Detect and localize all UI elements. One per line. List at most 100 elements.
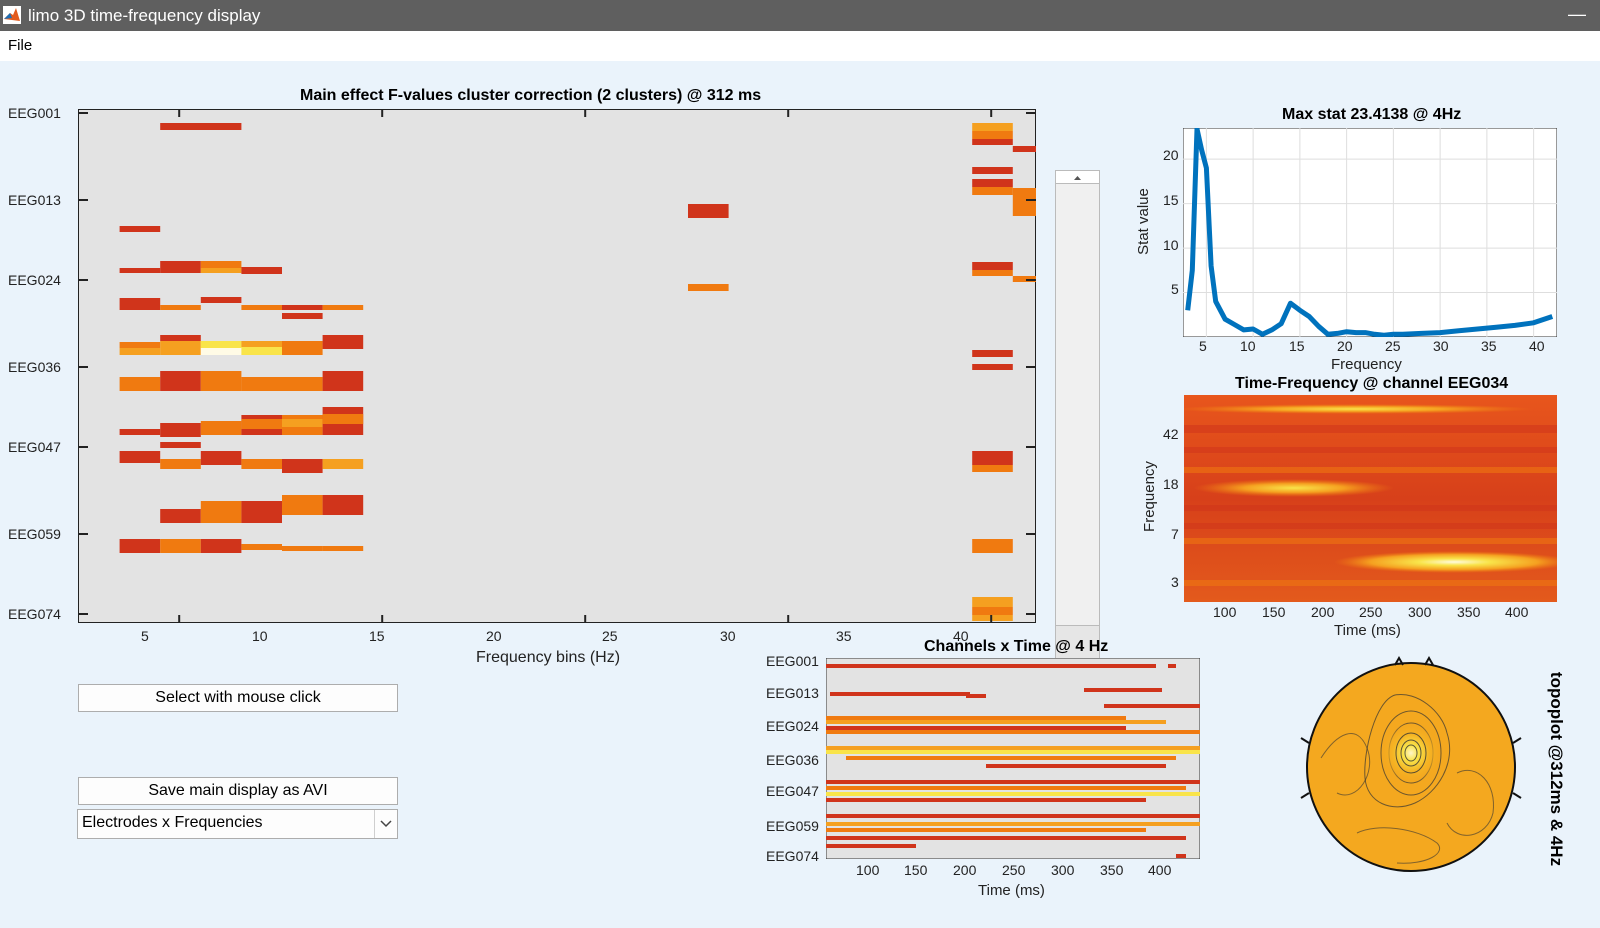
- main-ytick-label: EEG074: [8, 606, 61, 622]
- heatmap-cell: [972, 350, 1013, 357]
- heatmap-cell: [241, 341, 282, 347]
- tf-xtick-label: 100: [1213, 604, 1237, 620]
- tf-xtick-label: 150: [1262, 604, 1286, 620]
- main-ytick-label: EEG047: [8, 439, 61, 455]
- heatmap-cell: [972, 539, 1013, 553]
- heatmap-cell: [1012, 146, 1036, 152]
- max-stat-plot[interactable]: [1183, 128, 1557, 337]
- ct-heatmap[interactable]: [826, 658, 1200, 859]
- ct-row: [826, 836, 1186, 840]
- max-stat-title: Max stat 23.4138 @ 4Hz: [1282, 106, 1462, 123]
- topoplot-label: topoplot @312ms & 4Hz: [1547, 671, 1567, 867]
- heatmap-cell: [160, 305, 201, 310]
- heatmap-cell: [160, 261, 201, 273]
- main-xtick-label: 35: [836, 628, 852, 644]
- heatmap-cell: [160, 459, 201, 469]
- main-xtick-label: 30: [720, 628, 736, 644]
- main-xtick-label: 20: [486, 628, 502, 644]
- heatmap-cell: [322, 546, 364, 551]
- menu-bar: File: [0, 31, 1600, 62]
- minimize-button[interactable]: —: [1568, 4, 1586, 24]
- heatmap-cell: [200, 268, 242, 273]
- ct-row: [826, 726, 1126, 730]
- heatmap-cell: [160, 423, 201, 437]
- ct-row: [1168, 664, 1176, 668]
- tf-hotspot: [1194, 479, 1394, 497]
- ct-row: [986, 764, 1166, 768]
- heatmap-cell: [200, 371, 242, 391]
- main-heatmap[interactable]: [78, 109, 1036, 623]
- dropdown-value: Electrodes x Frequencies: [82, 814, 263, 831]
- ct-xtick-label: 350: [1100, 862, 1124, 878]
- max-xtick-label: 25: [1385, 338, 1401, 354]
- heatmap-cell: [282, 305, 323, 310]
- ct-ytick-label: EEG047: [766, 783, 819, 799]
- scroll-up-button[interactable]: [1056, 171, 1099, 184]
- ct-row: [826, 746, 1200, 750]
- heatmap-cell: [322, 305, 364, 310]
- main-ytick-label: EEG036: [8, 359, 61, 375]
- topo-ear: [1512, 792, 1522, 799]
- heatmap-cell: [119, 226, 161, 232]
- heatmap-cell: [972, 187, 1013, 195]
- max-xlabel: Frequency: [1331, 356, 1402, 373]
- heatmap-cell: [322, 495, 364, 515]
- main-ytick-label: EEG059: [8, 526, 61, 542]
- ct-row: [830, 692, 970, 696]
- heatmap-cell: [972, 179, 1013, 187]
- ct-title: Channels x Time @ 4 Hz: [924, 638, 1109, 655]
- heatmap-cell: [282, 313, 323, 319]
- heatmap-cell: [972, 364, 1013, 370]
- tf-ytick-label: 18: [1163, 476, 1179, 492]
- heatmap-cell: [972, 465, 1013, 472]
- title-bar: limo 3D time-frequency display —: [0, 0, 1600, 31]
- heatmap-cell: [972, 139, 1013, 145]
- tf-xtick-label: 400: [1505, 604, 1529, 620]
- heatmap-cell: [241, 377, 282, 391]
- save-avi-button[interactable]: Save main display as AVI: [78, 777, 398, 805]
- tf-heatmap[interactable]: [1184, 395, 1557, 602]
- ct-row: [826, 730, 1200, 734]
- tf-ytick-label: 7: [1171, 526, 1179, 542]
- max-xtick-label: 15: [1289, 338, 1305, 354]
- main-xlabel: Frequency bins (Hz): [476, 649, 621, 666]
- ct-ytick-label: EEG024: [766, 718, 819, 734]
- vertical-scrollbar[interactable]: [1055, 170, 1100, 685]
- ct-row: [826, 828, 1146, 832]
- max-xtick-label: 20: [1337, 338, 1353, 354]
- ct-xtick-label: 400: [1148, 862, 1172, 878]
- figure-area: Main effect F-values cluster correction …: [0, 61, 1600, 928]
- heatmap-cell: [119, 539, 161, 553]
- heatmap-cell: [160, 539, 201, 553]
- topo-ear: [1300, 792, 1310, 799]
- heatmap-cell: [241, 419, 282, 429]
- ct-ytick-label: EEG036: [766, 752, 819, 768]
- tf-band: [1184, 580, 1557, 586]
- heatmap-cell: [322, 335, 364, 349]
- main-xtick-label: 10: [252, 628, 268, 644]
- heatmap-cell: [119, 298, 161, 310]
- ct-xtick-label: 150: [904, 862, 928, 878]
- dropdown-arrow[interactable]: [374, 810, 397, 838]
- ct-row: [1104, 704, 1200, 708]
- heatmap-cell: [972, 607, 1013, 615]
- topoplot[interactable]: [1297, 653, 1525, 879]
- topo-contour: [1400, 739, 1422, 767]
- topo-ear: [1300, 737, 1310, 744]
- heatmap-cell: [972, 131, 1013, 139]
- select-mouse-button[interactable]: Select with mouse click: [78, 684, 398, 712]
- menu-file[interactable]: File: [8, 37, 33, 54]
- heatmap-cell: [972, 451, 1013, 465]
- ct-row: [826, 814, 1200, 818]
- heatmap-cell: [972, 262, 1013, 270]
- max-stat-bg: [1183, 128, 1557, 337]
- ct-row: [826, 798, 1146, 802]
- tf-title: Time-Frequency @ channel EEG034: [1235, 375, 1509, 392]
- heatmap-cell: [119, 342, 161, 348]
- tf-xtick-label: 250: [1359, 604, 1383, 620]
- tf-ylabel: Frequency: [1140, 461, 1158, 532]
- display-mode-dropdown[interactable]: Electrodes x Frequencies: [77, 809, 398, 839]
- ct-row: [826, 844, 916, 848]
- heatmap-cell: [119, 348, 161, 355]
- heatmap-cell: [688, 284, 729, 291]
